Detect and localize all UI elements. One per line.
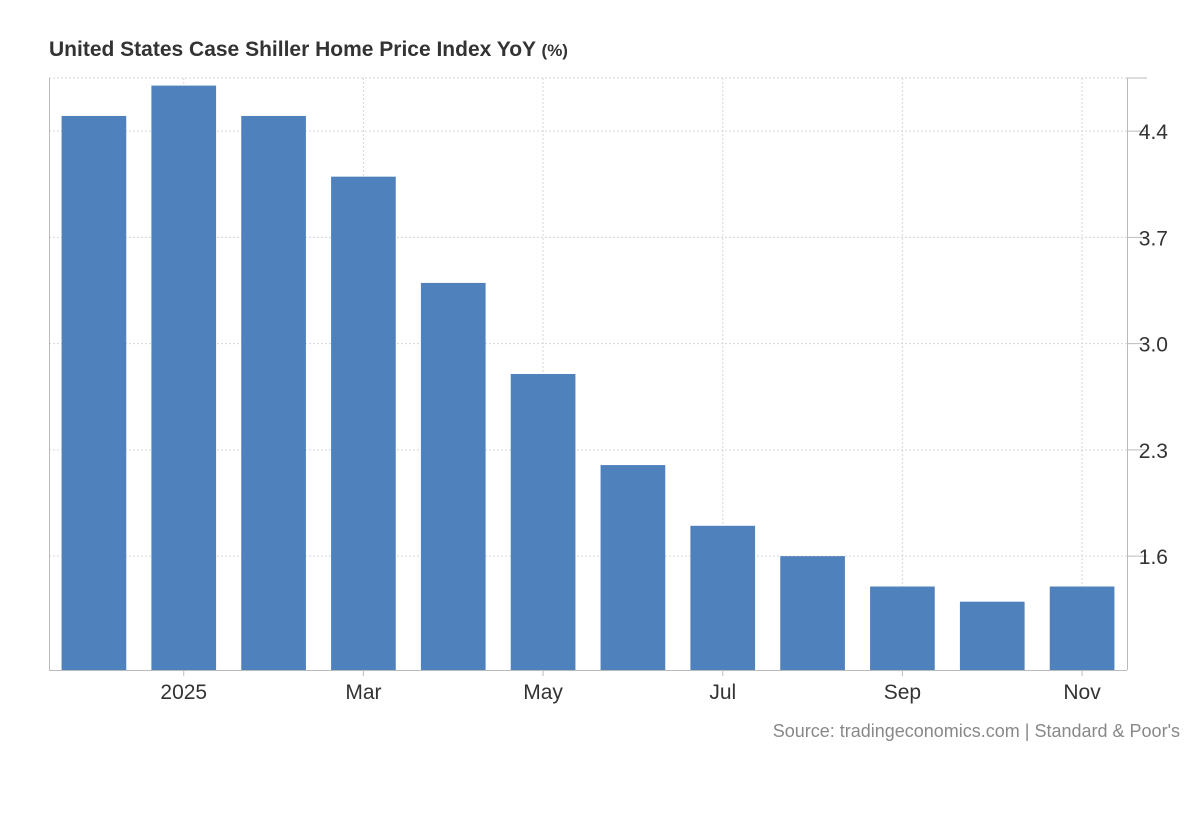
chart-title-unit: (%) [541,41,568,60]
x-tick-label: Nov [1063,681,1101,704]
x-tick-label: Mar [345,681,381,704]
bar [61,115,127,670]
chart-title-main: United States Case Shiller Home Price In… [49,38,536,61]
y-tick-label: 4.4 [1139,121,1169,144]
y-tick-labels: 1.6 2.3 3.0 3.7 4.4 [1139,121,1169,569]
y-tick-label: 2.3 [1139,440,1168,463]
bars [61,85,1115,671]
bar [959,601,1025,670]
x-tick-label: May [523,681,563,704]
bar [420,282,486,670]
bar [241,115,306,670]
bar [331,176,396,670]
bar [1049,586,1115,670]
source-note: Source: tradingeconomics.com | Standard … [772,721,1180,741]
x-tick-label: 2025 [160,681,207,704]
y-tick-label: 1.6 [1139,546,1168,569]
bar [870,586,935,670]
bar [600,465,666,670]
bar [690,525,756,670]
bar [780,556,845,670]
x-tick-label: Sep [884,681,921,704]
bar [151,85,217,671]
y-tick-label: 3.7 [1139,227,1168,250]
y-tick-label: 3.0 [1139,334,1168,357]
x-tick-labels: 2025 Mar May Jul Sep Nov [160,681,1101,704]
x-tick-label: Jul [709,681,736,704]
axes [49,77,1147,676]
bar [510,374,576,670]
chart-title: United States Case Shiller Home Price In… [49,38,568,62]
